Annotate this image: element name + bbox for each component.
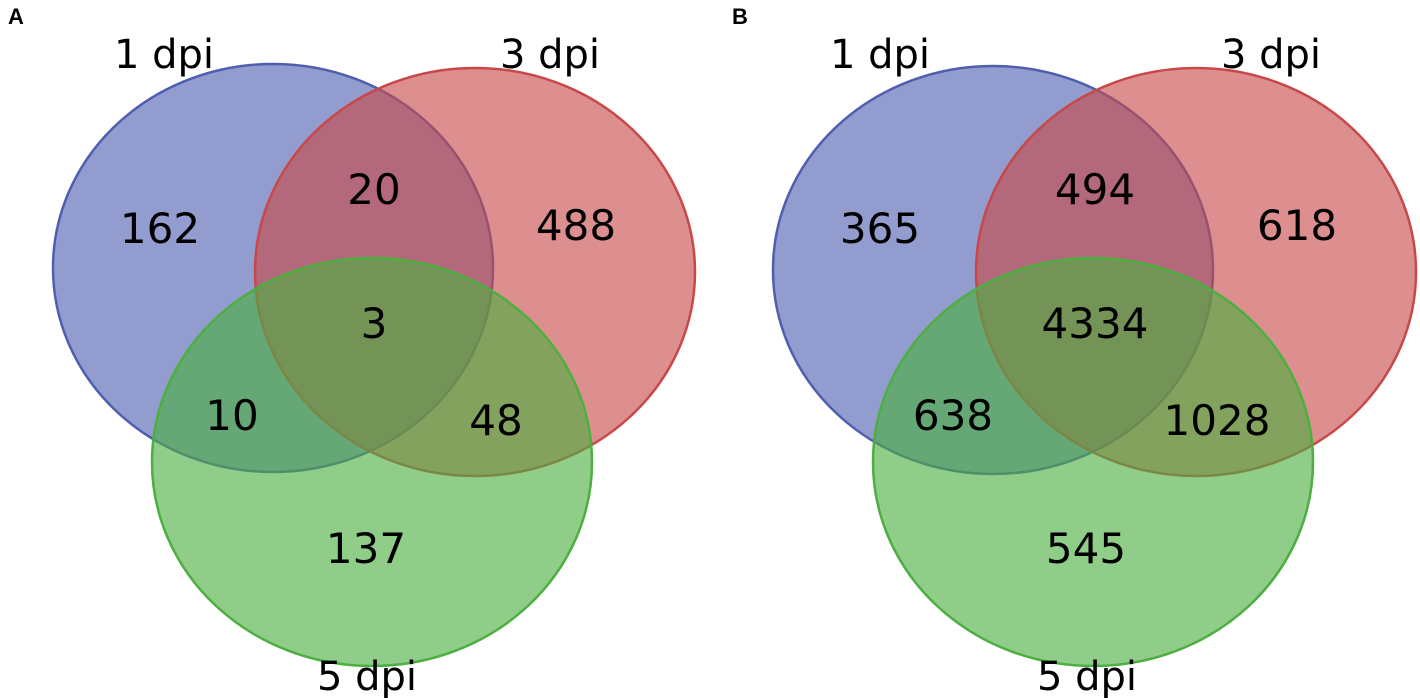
region-count-3dpi-5dpi: 48 [469,396,522,445]
region-count-all-three: 3 [361,299,388,348]
region-count-only-1dpi: 365 [840,204,920,253]
region-count-only-3dpi: 488 [536,201,616,250]
region-count-only-5dpi: 137 [326,524,406,573]
venn-panel-a: A 1 dpi 3 dpi 5 dpi 162 20 488 3 10 48 1… [8,4,697,698]
region-count-1dpi-5dpi: 638 [913,391,993,440]
set-circle-5dpi [150,256,594,668]
region-count-all-three: 4334 [1042,299,1149,348]
region-count-1dpi-3dpi: 20 [347,165,400,214]
region-count-only-5dpi: 545 [1046,524,1126,573]
set-circle-5dpi [871,256,1315,668]
set-label-1dpi: 1 dpi [114,32,214,78]
venn-panel-b: B 1 dpi 3 dpi 5 dpi 365 494 618 4334 638… [732,4,1418,698]
region-count-3dpi-5dpi: 1028 [1164,396,1271,445]
set-label-1dpi: 1 dpi [830,32,930,78]
set-label-3dpi: 3 dpi [1221,32,1321,78]
set-label-5dpi: 5 dpi [1037,654,1137,698]
region-count-1dpi-3dpi: 494 [1055,165,1135,214]
set-label-5dpi: 5 dpi [317,654,417,698]
region-count-1dpi-5dpi: 10 [205,391,258,440]
panel-letter-b: B [732,4,748,29]
region-count-only-1dpi: 162 [120,204,200,253]
set-label-3dpi: 3 dpi [500,32,600,78]
panel-letter-a: A [8,4,24,29]
region-count-only-3dpi: 618 [1257,201,1337,250]
